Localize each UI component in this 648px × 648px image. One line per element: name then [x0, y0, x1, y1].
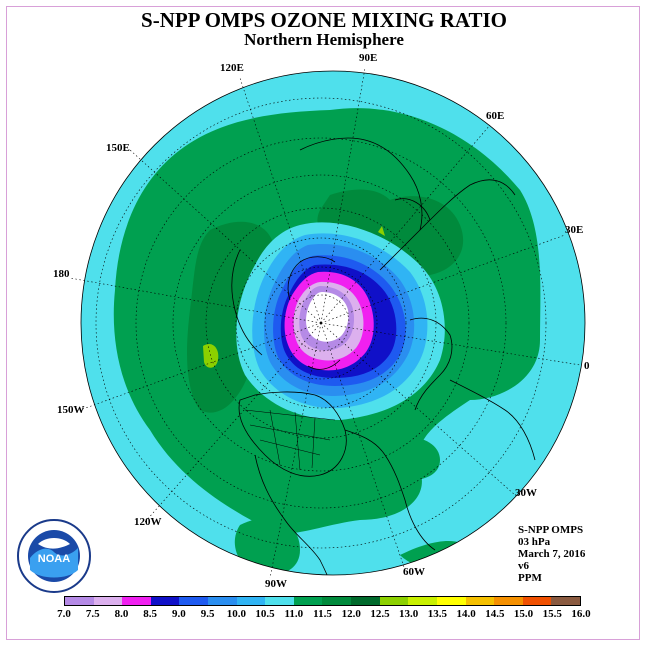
- coastlines: [231, 137, 536, 575]
- colorbar-tick-label: 7.5: [85, 608, 100, 620]
- colorbar-tick-label: 14.0: [456, 608, 476, 620]
- colorbar-swatch: [322, 597, 352, 605]
- colorbar-tick-label: 13.0: [399, 608, 419, 620]
- colorbar-swatch: [150, 597, 180, 605]
- figure-frame: [6, 6, 640, 640]
- colorbar-tick-label: 16.0: [571, 608, 591, 620]
- lon-label: 150E: [106, 142, 130, 154]
- logo-text: NOAA: [38, 553, 70, 565]
- colorbar-tick-label: 13.5: [427, 608, 447, 620]
- lon-label: 90W: [265, 578, 287, 590]
- colorbar-swatch: [265, 597, 294, 605]
- info-pressure: 03 hPa: [518, 536, 551, 548]
- ozone-band-green: [374, 436, 440, 480]
- colorbar-tick-label: 10.0: [226, 608, 246, 620]
- info-date: March 7, 2016: [518, 548, 586, 560]
- colorbar-tick-label: 12.0: [341, 608, 361, 620]
- colorbar-tick-label: 7.0: [57, 608, 71, 620]
- colorbar-swatch: [436, 597, 466, 605]
- info-version: v6: [518, 560, 529, 572]
- colorbar-tick-label: 15.5: [542, 608, 562, 620]
- colorbar-swatch: [236, 597, 266, 605]
- colorbar-swatch: [93, 597, 123, 605]
- ozone-band-white-core: [306, 292, 349, 342]
- lon-label: 180: [53, 268, 70, 280]
- lon-label: 120E: [220, 62, 244, 74]
- lon-label: 30W: [515, 487, 537, 499]
- graticule-latitudes: [95, 97, 547, 549]
- colorbar-swatch: [122, 597, 151, 605]
- map-subtitle: Northern Hemisphere: [244, 30, 404, 49]
- colorbar-tick-label: 12.5: [370, 608, 390, 620]
- colorbar-swatch: [494, 597, 523, 605]
- colorbar-swatch: [408, 597, 437, 605]
- graticule-meridians: [69, 67, 581, 579]
- lon-label: 90E: [359, 52, 378, 64]
- info-instrument: S-NPP OMPS: [518, 524, 584, 536]
- lon-label: 60E: [486, 110, 505, 122]
- colorbar-tick-label: 11.0: [284, 608, 304, 620]
- lon-label: 0: [584, 360, 590, 372]
- noaa-logo: NOAA: [17, 519, 91, 593]
- colorbar-tick-label: 9.5: [200, 608, 215, 620]
- ozone-band-green: [234, 518, 300, 575]
- colorbar-tick-label: 10.5: [255, 608, 275, 620]
- lon-label: 60W: [403, 566, 425, 578]
- lon-label: 150W: [57, 404, 85, 416]
- colorbar-tick-label: 14.5: [485, 608, 505, 620]
- colorbar-tick-label: 11.5: [313, 608, 332, 620]
- colorbar-tick-label: 8.5: [143, 608, 158, 620]
- colorbar-tick-label: 15.0: [513, 608, 534, 620]
- borders: [244, 409, 336, 471]
- colorbar-swatch: [465, 597, 495, 605]
- map-title: S-NPP OMPS OZONE MIXING RATIO: [141, 8, 507, 32]
- colorbar-swatch: [65, 597, 94, 605]
- lon-label: 30E: [565, 224, 584, 236]
- ozone-band-light-green: [378, 226, 385, 236]
- info-block: S-NPP OMPS 03 hPa March 7, 2016 v6 PPM: [518, 524, 585, 584]
- lon-label: 120W: [134, 516, 162, 528]
- ozone-band-light-green: [203, 343, 219, 368]
- colorbar-swatch: [551, 597, 580, 605]
- colorbar-swatch: [522, 597, 552, 605]
- colorbar-tick-label: 9.0: [172, 608, 186, 620]
- colorbar-swatch: [293, 597, 323, 605]
- colorbar-tick-label: 8.0: [114, 608, 129, 620]
- colorbar-swatch: [351, 597, 380, 605]
- colorbar-swatch: [379, 597, 409, 605]
- colorbar-swatch: [179, 597, 209, 605]
- info-units: PPM: [518, 572, 542, 584]
- ozone-band-dark-green: [317, 189, 464, 276]
- map-disc-outline: [80, 70, 586, 576]
- colorbar: [64, 596, 581, 606]
- colorbar-swatch: [208, 597, 237, 605]
